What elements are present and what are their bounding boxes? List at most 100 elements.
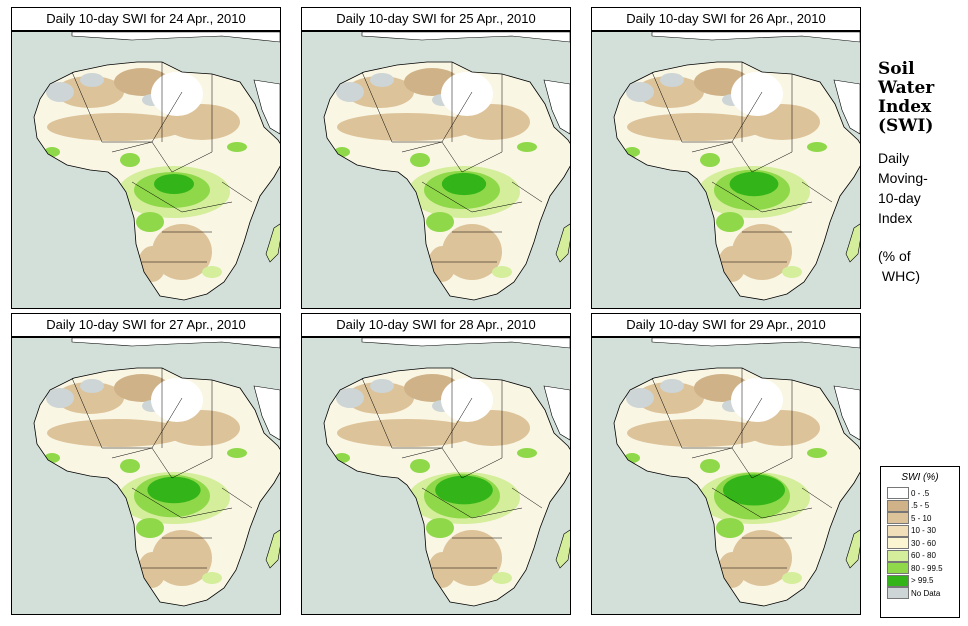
country-border bbox=[421, 487, 523, 519]
swi-region bbox=[723, 474, 785, 506]
swi-region bbox=[337, 419, 477, 447]
coastline bbox=[613, 367, 860, 607]
swi-region bbox=[152, 530, 212, 586]
arabian-peninsula bbox=[543, 79, 570, 135]
swi-region bbox=[732, 224, 792, 280]
swi-region bbox=[120, 153, 140, 167]
legend-swatch bbox=[887, 562, 909, 575]
country-border bbox=[221, 487, 253, 509]
swi-region bbox=[716, 518, 744, 538]
country-border bbox=[221, 181, 253, 203]
swi-region bbox=[46, 388, 74, 408]
swi-region bbox=[729, 171, 779, 197]
swi-region bbox=[435, 475, 493, 505]
country-border bbox=[711, 181, 813, 213]
swi-region bbox=[80, 379, 104, 393]
legend-label: 10 - 30 bbox=[911, 526, 936, 536]
legend-label: 5 - 10 bbox=[911, 513, 932, 523]
southern-europe bbox=[651, 338, 860, 349]
swi-region bbox=[56, 76, 124, 108]
country-border bbox=[361, 71, 393, 143]
legend-swatch bbox=[887, 524, 909, 537]
swi-region bbox=[426, 518, 454, 538]
southern-europe bbox=[651, 32, 860, 43]
legend-item: 80 - 99.5 bbox=[881, 562, 959, 575]
swi-region bbox=[636, 382, 704, 414]
swi-region bbox=[782, 266, 802, 278]
arabian-peninsula bbox=[833, 385, 860, 441]
swi-region bbox=[120, 459, 140, 473]
map-svg bbox=[12, 338, 280, 614]
swi-region bbox=[441, 172, 487, 196]
swi-legend: SWI (%) 0 - .5 .5 - 5 5 - 10 10 - 30 30 - 60… bbox=[880, 466, 960, 618]
coastline bbox=[323, 61, 570, 301]
madagascar bbox=[845, 529, 860, 569]
swi-region bbox=[492, 572, 512, 584]
country-border bbox=[731, 141, 793, 173]
legend-title: SWI (%) bbox=[901, 472, 939, 483]
panel-title: Daily 10-day SWI for 24 Apr., 2010 bbox=[11, 7, 281, 31]
map-svg bbox=[302, 32, 570, 308]
legend-label: 0 - .5 bbox=[911, 488, 930, 498]
country-border bbox=[151, 141, 213, 173]
swi-region bbox=[627, 113, 767, 141]
swi-region bbox=[147, 476, 201, 504]
country-border bbox=[691, 447, 733, 459]
africa-swi-map bbox=[11, 31, 281, 309]
side-caption: Soil Water Index (SWI) Daily Moving- 10-… bbox=[878, 60, 966, 286]
arabian-peninsula bbox=[253, 79, 280, 135]
swi-region bbox=[660, 379, 684, 393]
swi-region bbox=[492, 266, 512, 278]
legend-swatch bbox=[887, 499, 909, 512]
country-border bbox=[651, 71, 683, 143]
swi-fields bbox=[334, 68, 537, 282]
country-border bbox=[71, 71, 103, 143]
swi-region bbox=[410, 153, 430, 167]
panel-title: Daily 10-day SWI for 29 Apr., 2010 bbox=[591, 313, 861, 337]
country-border bbox=[111, 447, 153, 459]
legend-swatch bbox=[887, 574, 909, 587]
swi-region bbox=[716, 212, 744, 232]
legend-swatch bbox=[887, 537, 909, 550]
swi-region bbox=[807, 448, 827, 458]
country-border bbox=[441, 447, 503, 479]
swi-region bbox=[80, 73, 104, 87]
swi-region bbox=[47, 113, 187, 141]
southern-europe bbox=[361, 338, 570, 349]
country-border bbox=[651, 377, 683, 449]
swi-region bbox=[517, 448, 537, 458]
map-svg bbox=[592, 32, 860, 308]
swi-region bbox=[807, 142, 827, 152]
swi-region bbox=[700, 459, 720, 473]
product-title: Soil Water Index (SWI) bbox=[878, 59, 935, 136]
swi-region bbox=[336, 82, 364, 102]
country-border bbox=[71, 377, 103, 449]
country-border bbox=[131, 487, 233, 519]
panel-title: Daily 10-day SWI for 25 Apr., 2010 bbox=[301, 7, 571, 31]
panel-title: Daily 10-day SWI for 27 Apr., 2010 bbox=[11, 313, 281, 337]
country-border bbox=[511, 487, 543, 509]
swi-region bbox=[136, 212, 164, 232]
africa-swi-map bbox=[591, 31, 861, 309]
swi-region bbox=[346, 76, 414, 108]
swi-region bbox=[442, 224, 502, 280]
legend-item: .5 - 5 bbox=[881, 499, 959, 513]
swi-region bbox=[154, 174, 194, 194]
legend-swatch bbox=[887, 487, 909, 500]
swi-region bbox=[517, 142, 537, 152]
swi-region bbox=[782, 572, 802, 584]
panel-title: Daily 10-day SWI for 28 Apr., 2010 bbox=[301, 313, 571, 337]
country-border bbox=[401, 141, 443, 153]
swi-fields bbox=[334, 374, 537, 588]
legend-item: 10 - 30 bbox=[881, 524, 959, 538]
southern-europe bbox=[361, 32, 570, 43]
map-svg bbox=[592, 338, 860, 614]
country-border bbox=[441, 141, 503, 173]
legend-item: 5 - 10 bbox=[881, 512, 959, 525]
madagascar bbox=[845, 223, 860, 263]
swi-region bbox=[152, 224, 212, 280]
swi-region bbox=[626, 82, 654, 102]
swi-region bbox=[441, 72, 493, 116]
coastline bbox=[323, 367, 570, 607]
swi-region bbox=[151, 72, 203, 116]
